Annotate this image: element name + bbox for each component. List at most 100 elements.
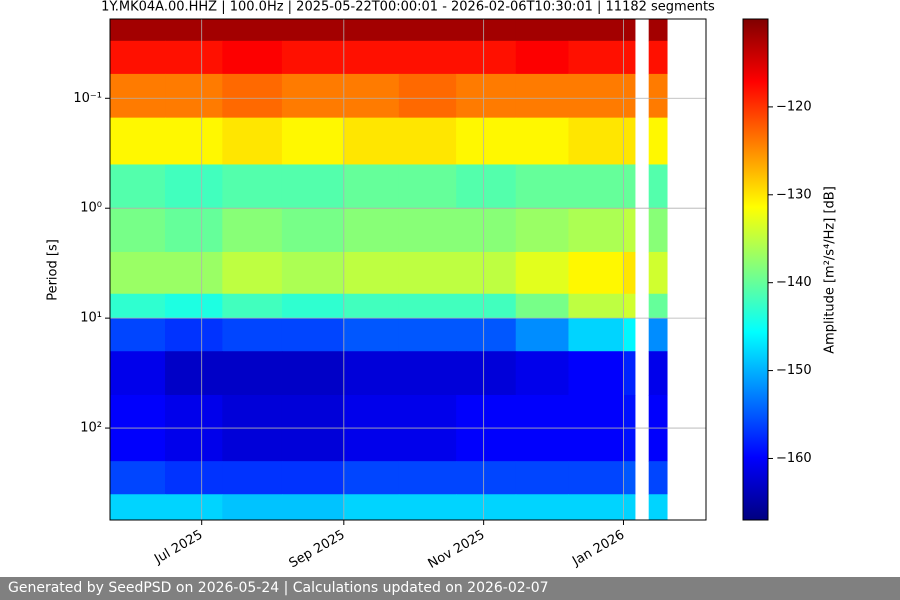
spectrogram-cell <box>515 208 569 253</box>
spectrogram-cell <box>222 351 283 396</box>
spectrogram-cell <box>110 461 166 495</box>
spectrogram-cell <box>568 164 624 209</box>
spectrogram-cell <box>456 117 517 165</box>
spectrogram-cell <box>456 318 517 352</box>
x-tick-label: Sep 2025 <box>287 528 348 572</box>
spectrogram-cell <box>568 19 624 42</box>
spectrogram-cell <box>456 293 517 319</box>
spectrogram-cell <box>515 73 569 119</box>
spectrogram-cell <box>110 40 166 75</box>
spectrogram-cell <box>343 293 400 319</box>
spectrogram-cell <box>398 19 457 42</box>
spectrogram-cell <box>281 208 345 253</box>
spectrogram-cell <box>343 19 400 42</box>
spectrogram-cell <box>456 40 517 75</box>
spectrogram-cell <box>456 494 517 521</box>
y-tick-label: 10¹ <box>80 311 102 326</box>
spectrogram-cell <box>456 351 517 396</box>
spectrogram-cell <box>648 208 668 253</box>
spectrogram-cell <box>343 117 400 165</box>
y-tick-label: 10⁻¹ <box>73 91 102 106</box>
spectrogram-cell <box>515 251 569 295</box>
spectrogram-cell <box>623 461 636 495</box>
colorbar-tick-label: −130 <box>776 187 812 202</box>
spectrogram-cell <box>623 164 636 209</box>
spectrogram-cell <box>648 19 668 42</box>
spectrogram-cell <box>648 251 668 295</box>
y-axis-label: Period [s] <box>46 239 61 301</box>
spectrogram-cell <box>568 40 624 75</box>
spectrogram-cell <box>110 208 166 253</box>
spectrogram-cell <box>623 318 636 352</box>
spectrogram-cell <box>515 40 569 75</box>
spectrogram-cell <box>281 164 345 209</box>
spectrogram-cell <box>110 318 166 352</box>
spectrogram-cell <box>398 293 457 319</box>
spectrogram-cell <box>648 351 668 396</box>
colorbar-tick-label: −140 <box>776 275 812 290</box>
spectrogram-cell <box>281 293 345 319</box>
x-tick-label: Jan 2026 <box>569 528 627 570</box>
spectrogram-cell <box>110 164 166 209</box>
spectrogram-cell <box>222 461 283 495</box>
spectrogram-cell <box>398 461 457 495</box>
footer-text: Generated by SeedPSD on 2026-05-24 | Cal… <box>8 580 549 596</box>
spectrogram-cell <box>398 351 457 396</box>
spectrogram-cell <box>343 73 400 119</box>
spectrogram-cell <box>165 251 223 295</box>
spectrogram-cell <box>110 251 166 295</box>
colorbar-tick-label: −120 <box>776 99 812 114</box>
spectrogram-cell <box>398 117 457 165</box>
spectrogram-cell <box>648 461 668 495</box>
spectrogram-cell <box>110 351 166 396</box>
spectrogram-cell <box>568 251 624 295</box>
spectrogram-cell <box>568 73 624 119</box>
spectrogram-cell <box>568 208 624 253</box>
footer-bar: Generated by SeedPSD on 2026-05-24 | Cal… <box>0 577 900 600</box>
spectrogram-cell <box>281 73 345 119</box>
spectrogram-cell <box>648 73 668 119</box>
colorbar-tick-label: −160 <box>776 451 812 466</box>
spectrogram-cell <box>222 293 283 319</box>
spectrogram-cell <box>222 19 283 42</box>
spectrogram-cell <box>222 208 283 253</box>
spectrogram-cell <box>568 117 624 165</box>
spectrogram-cell <box>515 351 569 396</box>
spectrogram-cell <box>568 318 624 352</box>
spectrogram-cell <box>165 73 223 119</box>
spectrogram-cell <box>568 351 624 396</box>
spectrogram-cell <box>343 40 400 75</box>
spectrogram-cell <box>456 19 517 42</box>
spectrogram-cell <box>623 117 636 165</box>
spectrogram-cell <box>343 208 400 253</box>
spectrogram-cell <box>343 251 400 295</box>
spectrogram-cell <box>222 494 283 521</box>
spectrogram-cell <box>343 351 400 396</box>
spectrogram-cell <box>222 73 283 119</box>
spectrogram-cell <box>398 208 457 253</box>
spectrogram-cell <box>515 461 569 495</box>
spectrogram-cell <box>623 19 636 42</box>
spectrogram-cell <box>110 494 166 521</box>
spectrogram-cell <box>165 117 223 165</box>
plot-frame <box>109 18 707 521</box>
spectrogram-cell <box>222 318 283 352</box>
spectrogram-cell <box>222 164 283 209</box>
spectrogram-cell <box>281 40 345 75</box>
spectrogram-cell <box>222 40 283 75</box>
spectrogram-cell <box>398 40 457 75</box>
y-tick-label: 10⁰ <box>80 201 102 216</box>
spectrogram-cell <box>515 494 569 521</box>
spectrogram-cell <box>281 494 345 521</box>
chart: 1Y.MK04A.00.HHZ | 100.0Hz | 2025-05-22T0… <box>46 0 838 572</box>
spectrogram-cell <box>456 73 517 119</box>
y-tick-label: 10² <box>80 421 102 436</box>
spectrogram-cell <box>515 117 569 165</box>
spectrogram-cell <box>568 293 624 319</box>
spectrogram-cell <box>110 293 166 319</box>
spectrogram-cell <box>398 494 457 521</box>
spectrogram-cell <box>165 351 223 396</box>
spectrogram-cell <box>165 494 223 521</box>
spectrogram-cell <box>515 318 569 352</box>
spectrogram-cell <box>281 318 345 352</box>
